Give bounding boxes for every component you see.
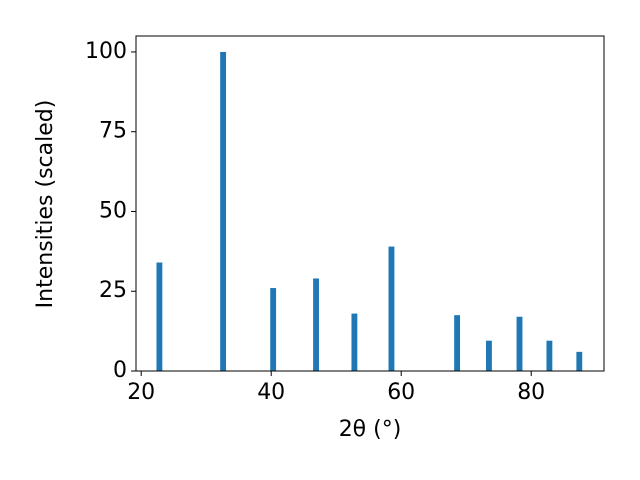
x-tick-label: 60	[387, 380, 415, 405]
x-axis-label: 2θ (°)	[339, 417, 402, 442]
bar	[388, 246, 395, 371]
x-tick-label: 20	[127, 380, 155, 405]
plot-frame	[135, 35, 605, 372]
bar	[454, 315, 461, 371]
bar	[546, 340, 553, 371]
y-tick-label: 50	[99, 198, 127, 223]
bar	[220, 51, 227, 371]
bar	[516, 316, 523, 371]
x-tick-label: 40	[257, 380, 285, 405]
bar	[486, 340, 492, 371]
bar	[270, 288, 277, 371]
y-tick-label: 0	[113, 358, 127, 383]
y-tick-label: 100	[85, 39, 127, 64]
bar	[576, 351, 583, 371]
y-axis-label: Intensities (scaled)	[33, 100, 58, 309]
x-tick-label: 80	[517, 380, 545, 405]
bar	[313, 278, 319, 371]
bar	[351, 313, 358, 371]
bar	[156, 262, 163, 371]
y-tick-label: 25	[99, 278, 127, 303]
y-tick-label: 75	[99, 119, 127, 144]
